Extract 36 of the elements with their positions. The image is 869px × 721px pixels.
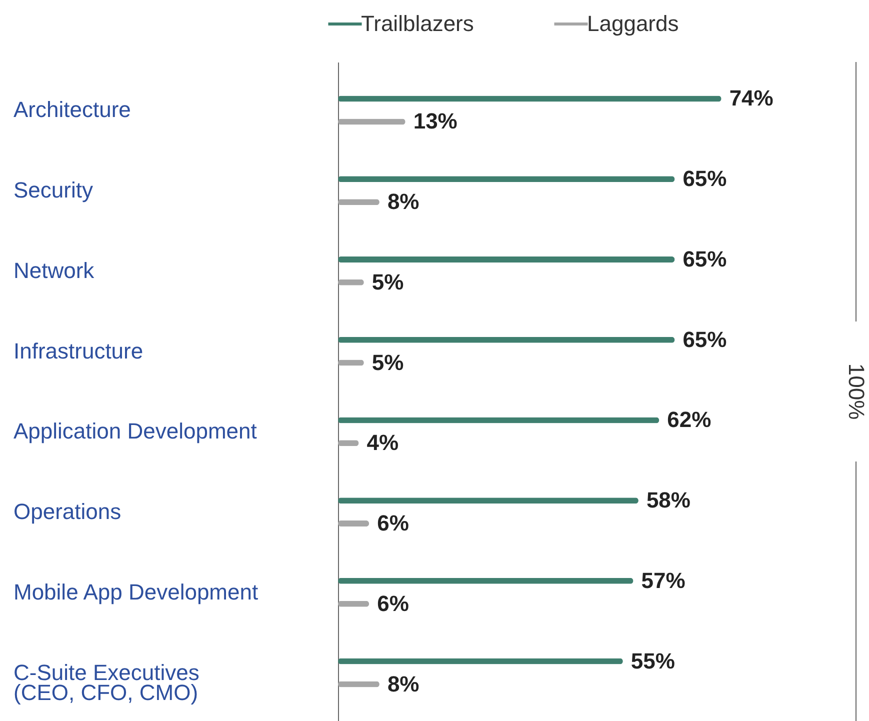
bar: [338, 578, 634, 584]
data-label: 4%: [366, 430, 399, 456]
data-label: 8%: [387, 189, 420, 214]
data-label: 62%: [667, 407, 712, 432]
legend-label: Trailblazers: [361, 11, 474, 36]
bar: [338, 336, 675, 343]
ref-line-label: 100%: [844, 363, 869, 420]
data-label: 57%: [641, 568, 686, 593]
data-label: 5%: [372, 269, 404, 294]
y-tick-label: Network: [14, 258, 96, 283]
data-label: 65%: [682, 166, 727, 192]
bar: [338, 417, 660, 424]
bar: [338, 498, 638, 504]
y-tick-label: C-Suite Executives (CEO, CFO, CMO): [14, 660, 200, 705]
data-label: 5%: [372, 350, 404, 375]
bar: [338, 658, 623, 664]
bar: [338, 256, 675, 262]
y-tick-label: Operations: [14, 499, 122, 524]
data-label: 8%: [387, 671, 420, 696]
data-label: 74%: [729, 86, 774, 111]
data-label: 55%: [630, 648, 675, 674]
y-tick-label: Mobile App Development: [14, 579, 258, 604]
y-tick-label: Security: [14, 178, 93, 203]
data-label: 6%: [377, 510, 409, 536]
data-label: 13%: [413, 108, 458, 134]
bar: [338, 176, 675, 182]
y-tick-label: Architecture: [14, 97, 131, 122]
y-tick-label: Application Development: [14, 418, 257, 444]
legend-label: Laggards: [587, 11, 679, 36]
y-tick-label: Infrastructure: [14, 338, 144, 364]
data-label: 65%: [682, 246, 727, 272]
data-label: 58%: [646, 488, 690, 513]
data-label: 65%: [682, 326, 727, 352]
data-label: 6%: [377, 590, 409, 616]
bar: [338, 520, 370, 527]
bar: [338, 96, 722, 102]
